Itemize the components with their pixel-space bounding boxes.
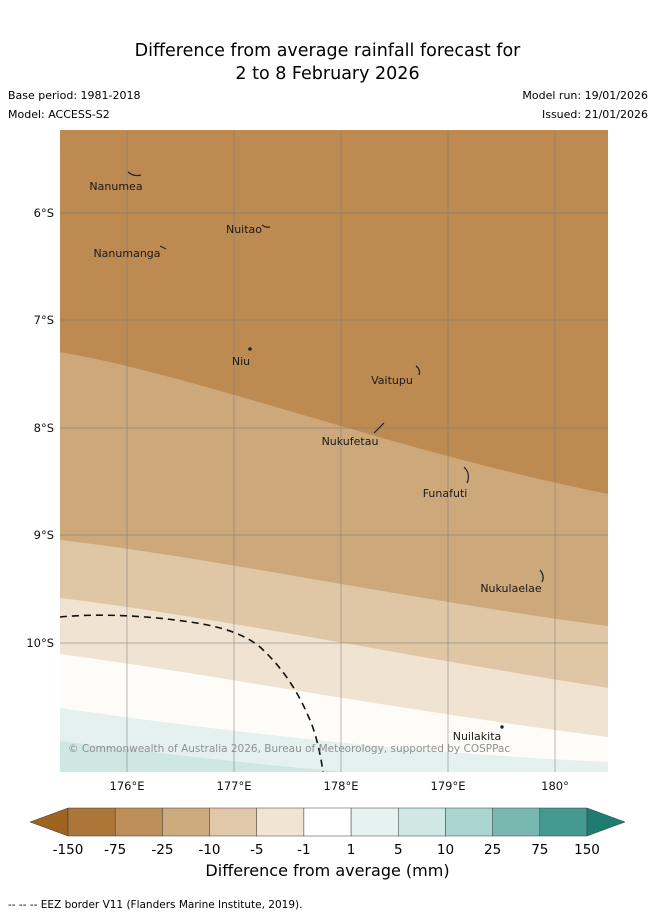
copyright-text: © Commonwealth of Australia 2026, Bureau… [68, 743, 510, 755]
island-marker-funafuti [463, 466, 470, 484]
colorbar-tick-label-2: -25 [151, 842, 173, 858]
eez-footnote: -- -- -- EEZ border V11 (Flanders Marine… [8, 899, 302, 911]
island-label-nuitao: Nuitao [226, 223, 262, 236]
colorbar-tick-label-5: -1 [297, 842, 310, 858]
model-run-label: Model run: 19/01/2026 [522, 89, 648, 102]
colorbar-segment-7 [398, 807, 446, 837]
colorbar-tick-label-3: -10 [198, 842, 220, 858]
colorbar-swatches [29, 807, 626, 837]
island-marker-nuitao [261, 224, 271, 228]
island-marker-nukufetau [373, 422, 385, 434]
colorbar-tick-label-8: 10 [437, 842, 454, 858]
metadata-right: Model run: 19/01/2026 Issued: 21/01/2026 [522, 86, 648, 124]
colorbar-tick-label-4: -5 [250, 842, 263, 858]
colorbar-tick-label-6: 1 [347, 842, 356, 858]
base-period-label: Base period: 1981-2018 [8, 89, 141, 102]
metadata-block: Base period: 1981-2018 Model: ACCESS-S2 … [8, 86, 648, 124]
island-label-nukufetau: Nukufetau [322, 435, 379, 448]
island-label-vaitupu: Vaitupu [371, 374, 413, 387]
lat-tick-label-9s: 9°S [34, 528, 54, 542]
island-label-nukulaelae: Nukulaelae [480, 582, 542, 595]
island-marker-nanumanga [159, 245, 167, 250]
model-label: Model: ACCESS-S2 [8, 108, 110, 121]
island-marker-nuilakita [500, 725, 504, 729]
contour-band-6 [60, 741, 350, 772]
island-label-nuilakita: Nuilakita [453, 730, 502, 743]
page-title: Difference from average rainfall forecas… [0, 40, 655, 86]
island-marker-niu [248, 347, 252, 351]
colorbar-tick-label-1: -75 [104, 842, 126, 858]
island-markers [127, 171, 544, 729]
eez-legend-text: EEZ border V11 (Flanders Marine Institut… [40, 899, 303, 911]
colorbar-segment-2 [162, 807, 210, 837]
lon-tick-label-177e: 177°E [217, 779, 252, 793]
colorbar-segment-6 [350, 807, 399, 837]
lon-tick-label-178e: 178°E [324, 779, 359, 793]
issued-label: Issued: 21/01/2026 [541, 108, 648, 121]
colorbar-segment-10 [539, 807, 588, 837]
island-marker-vaitupu [415, 365, 421, 376]
colorbar-segment-8 [445, 807, 493, 837]
colorbar-segment-9 [492, 807, 541, 837]
colorbar: -150 -75 -25 -10 -5 -1 1 5 10 25 75 150 [29, 807, 626, 858]
lat-tick-label-8s: 8°S [34, 421, 54, 435]
title-line-2: 2 to 8 February 2026 [235, 64, 420, 84]
colorbar-caption: Difference from average (mm) [205, 861, 450, 880]
contour-band-5 [60, 708, 608, 772]
lon-tick-label-179e: 179°E [431, 779, 466, 793]
colorbar-segment-1 [114, 807, 163, 837]
colorbar-tick-label-7: 5 [394, 842, 403, 858]
eez-border-line [59, 614, 324, 773]
colorbar-tick-label-0: -150 [53, 842, 84, 858]
lon-tick-label-176e: 176°E [110, 779, 145, 793]
island-label-nanumanga: Nanumanga [93, 247, 160, 260]
island-label-funafuti: Funafuti [423, 487, 468, 500]
colorbar-tick-label-11: 150 [574, 842, 600, 858]
island-label-nanumea: Nanumea [89, 180, 142, 193]
island-marker-nukulaelae [539, 569, 544, 583]
map-grid [60, 130, 608, 772]
colorbar-segment-0 [67, 807, 116, 837]
lat-tick-label-10s: 10°S [26, 636, 54, 650]
colorbar-tick-label-10: 75 [531, 842, 548, 858]
lat-tick-label-7s: 7°S [34, 313, 54, 327]
colorbar-tick-label-9: 25 [484, 842, 501, 858]
colorbar-arrow-right [586, 807, 626, 837]
eez-legend-dashes: -- -- -- [8, 899, 38, 911]
metadata-left: Base period: 1981-2018 Model: ACCESS-S2 [8, 86, 140, 124]
lat-tick-label-6s: 6°S [34, 206, 54, 220]
island-marker-nanumea [127, 171, 142, 177]
colorbar-arrow-left [29, 807, 69, 837]
colorbar-segment-3 [209, 807, 257, 837]
colorbar-segment-5 [303, 807, 352, 837]
map-body: Nanumea Nuitao Nanumanga Niu Vaitupu Nuk… [59, 130, 608, 773]
title-line-1: Difference from average rainfall forecas… [134, 41, 521, 61]
colorbar-segment-4 [256, 807, 305, 837]
lon-tick-label-180: 180° [541, 779, 569, 793]
island-label-niu: Niu [232, 355, 250, 368]
rainfall-map: Nanumea Nuitao Nanumanga Niu Vaitupu Nuk… [26, 130, 608, 793]
